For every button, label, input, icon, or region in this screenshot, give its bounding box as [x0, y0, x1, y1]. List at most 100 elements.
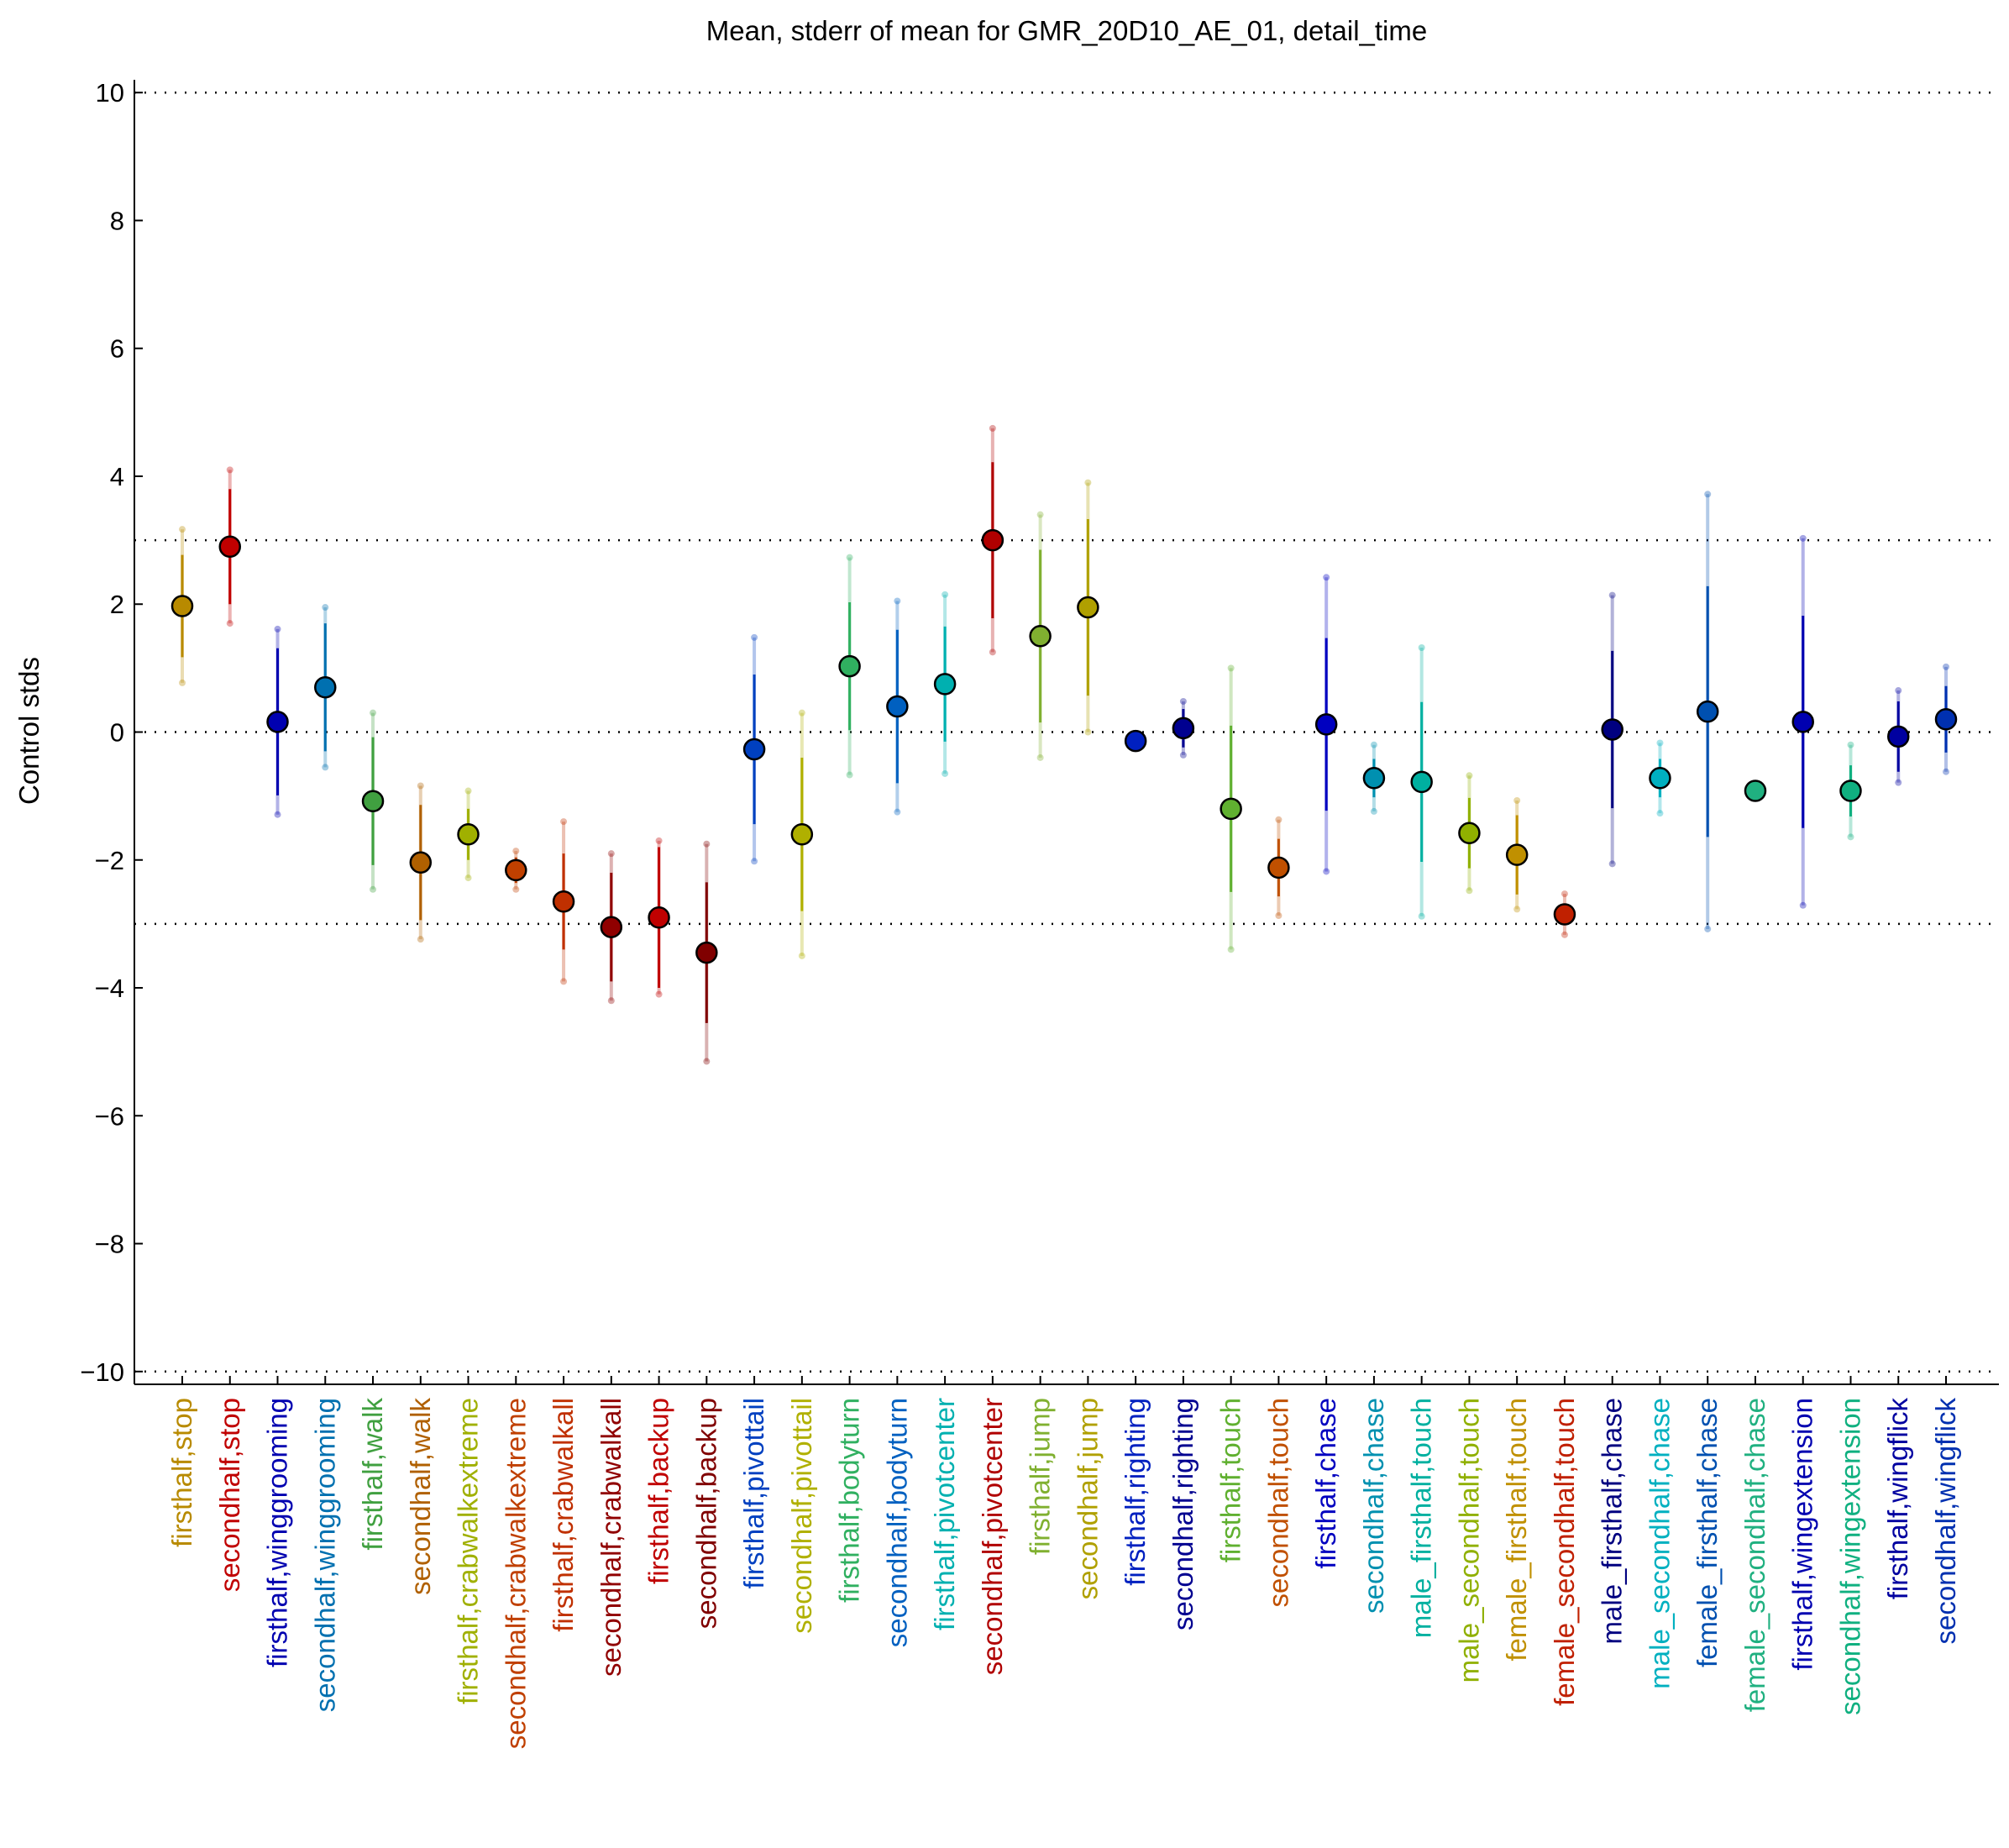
- mean-marker: [1886, 725, 1910, 748]
- outer-error-end: [417, 782, 424, 790]
- outer-error-end: [322, 604, 329, 612]
- x-tick-label: secondhalf,crabwalkextreme: [500, 1398, 531, 1749]
- mean-marker: [314, 675, 337, 699]
- x-tick-label: firsthalf,wingextension: [1787, 1398, 1818, 1671]
- x-tick-label: male_firsthalf,touch: [1406, 1398, 1437, 1638]
- x-tick-label: firsthalf,walk: [357, 1398, 388, 1551]
- mean-marker: [886, 695, 909, 718]
- outer-error-end: [1275, 911, 1283, 919]
- x-tick-label: secondhalf,winggrooming: [309, 1398, 340, 1712]
- mean-marker: [1791, 711, 1814, 733]
- mean-marker: [457, 823, 480, 846]
- outer-error-end: [894, 597, 901, 605]
- outer-error-end: [1466, 887, 1473, 895]
- outer-error-end: [1323, 868, 1330, 875]
- outer-error-end: [322, 764, 329, 771]
- outer-error-end: [1227, 664, 1235, 672]
- x-tick-label: male_secondhalf,touch: [1453, 1398, 1484, 1683]
- outer-error-end: [226, 620, 233, 627]
- outer-error-end: [1275, 816, 1283, 823]
- x-tick-label: firsthalf,pivotcenter: [929, 1398, 960, 1630]
- outer-error-end: [1418, 912, 1425, 920]
- outer-error-end: [1513, 796, 1521, 804]
- mean-marker: [1601, 718, 1623, 741]
- outer-error-end: [1704, 491, 1712, 498]
- outer-error-end: [942, 591, 949, 598]
- y-tick-label: 6: [110, 334, 124, 364]
- x-tick-label: secondhalf,wingflick: [1930, 1398, 1961, 1645]
- x-tick-label: secondhalf,bodyturn: [881, 1398, 912, 1647]
- outer-error-end: [798, 709, 805, 717]
- x-tick-label: firsthalf,righting: [1120, 1398, 1151, 1586]
- outer-error-end: [1561, 890, 1568, 898]
- y-tick-label: 0: [110, 718, 124, 748]
- x-tick-label: firsthalf,stop: [166, 1398, 197, 1547]
- mean-marker: [981, 528, 1004, 552]
- outer-error-end: [1847, 833, 1854, 841]
- outer-error-end: [846, 771, 853, 779]
- x-tick-label: secondhalf,stop: [214, 1398, 245, 1592]
- x-tick-label: secondhalf,jump: [1072, 1398, 1103, 1599]
- mean-marker: [266, 711, 289, 733]
- y-tick-label: −10: [80, 1357, 124, 1387]
- outer-error-end: [894, 808, 901, 816]
- x-tick-label: firsthalf,wingflick: [1882, 1398, 1913, 1600]
- outer-error-end: [703, 840, 711, 848]
- outer-error-end: [1799, 534, 1807, 542]
- outer-error-end: [560, 978, 568, 985]
- outer-error-end: [1561, 931, 1568, 938]
- mean-marker: [1505, 843, 1529, 866]
- outer-error-end: [1323, 574, 1330, 581]
- mean-marker: [552, 890, 575, 913]
- mean-marker: [505, 858, 527, 882]
- x-tick-label: secondhalf,righting: [1167, 1398, 1199, 1630]
- x-tick-label: firsthalf,pivottail: [738, 1398, 769, 1588]
- mean-marker: [1267, 856, 1290, 879]
- mean-marker: [1744, 780, 1767, 802]
- x-tick-label: male_secondhalf,chase: [1644, 1398, 1675, 1689]
- outer-error-end: [1513, 906, 1521, 913]
- mean-marker: [838, 654, 861, 678]
- mean-marker: [1934, 708, 1958, 731]
- y-tick-label: −8: [95, 1230, 124, 1259]
- outer-error-end: [1036, 511, 1044, 518]
- outer-error-end: [370, 885, 377, 893]
- x-tick-label: firsthalf,crabwalkall: [548, 1398, 579, 1632]
- outer-error-end: [1799, 901, 1807, 909]
- mean-marker: [1172, 717, 1195, 740]
- outer-error-end: [703, 1058, 711, 1065]
- outer-error-end: [846, 554, 853, 561]
- outer-error-end: [1370, 807, 1377, 815]
- outer-error-end: [417, 936, 424, 943]
- mean-marker: [1553, 903, 1576, 926]
- mean-marker: [648, 906, 670, 929]
- outer-error-end: [1179, 697, 1187, 705]
- y-tick-label: 10: [96, 78, 124, 108]
- outer-error-end: [179, 526, 186, 533]
- outer-error-end: [274, 811, 281, 818]
- x-tick-label: firsthalf,bodyturn: [834, 1398, 865, 1603]
- outer-error-end: [942, 769, 949, 777]
- mean-marker: [790, 823, 814, 846]
- outer-error-end: [1608, 860, 1616, 868]
- x-tick-label: secondhalf,chase: [1358, 1398, 1389, 1614]
- outer-error-end: [1418, 644, 1425, 652]
- mean-marker: [1220, 797, 1242, 821]
- outer-error-end: [179, 679, 186, 686]
- mean-marker: [218, 535, 242, 558]
- chart-title: Mean, stderr of mean for GMR_20D10_AE_01…: [706, 15, 1427, 46]
- x-tick-label: secondhalf,backup: [690, 1398, 721, 1629]
- outer-error-end: [464, 787, 472, 795]
- outer-error-end: [1943, 768, 1949, 775]
- outer-error-end: [607, 850, 615, 858]
- outer-error-end: [1847, 741, 1854, 748]
- outer-error-end: [1943, 663, 1949, 670]
- mean-marker: [1649, 767, 1671, 790]
- x-tick-label: secondhalf,pivottail: [786, 1398, 817, 1634]
- mean-marker: [1696, 700, 1719, 723]
- y-tick-label: −6: [95, 1101, 124, 1131]
- mean-marker: [1458, 822, 1481, 845]
- x-tick-label: female_secondhalf,touch: [1549, 1398, 1580, 1706]
